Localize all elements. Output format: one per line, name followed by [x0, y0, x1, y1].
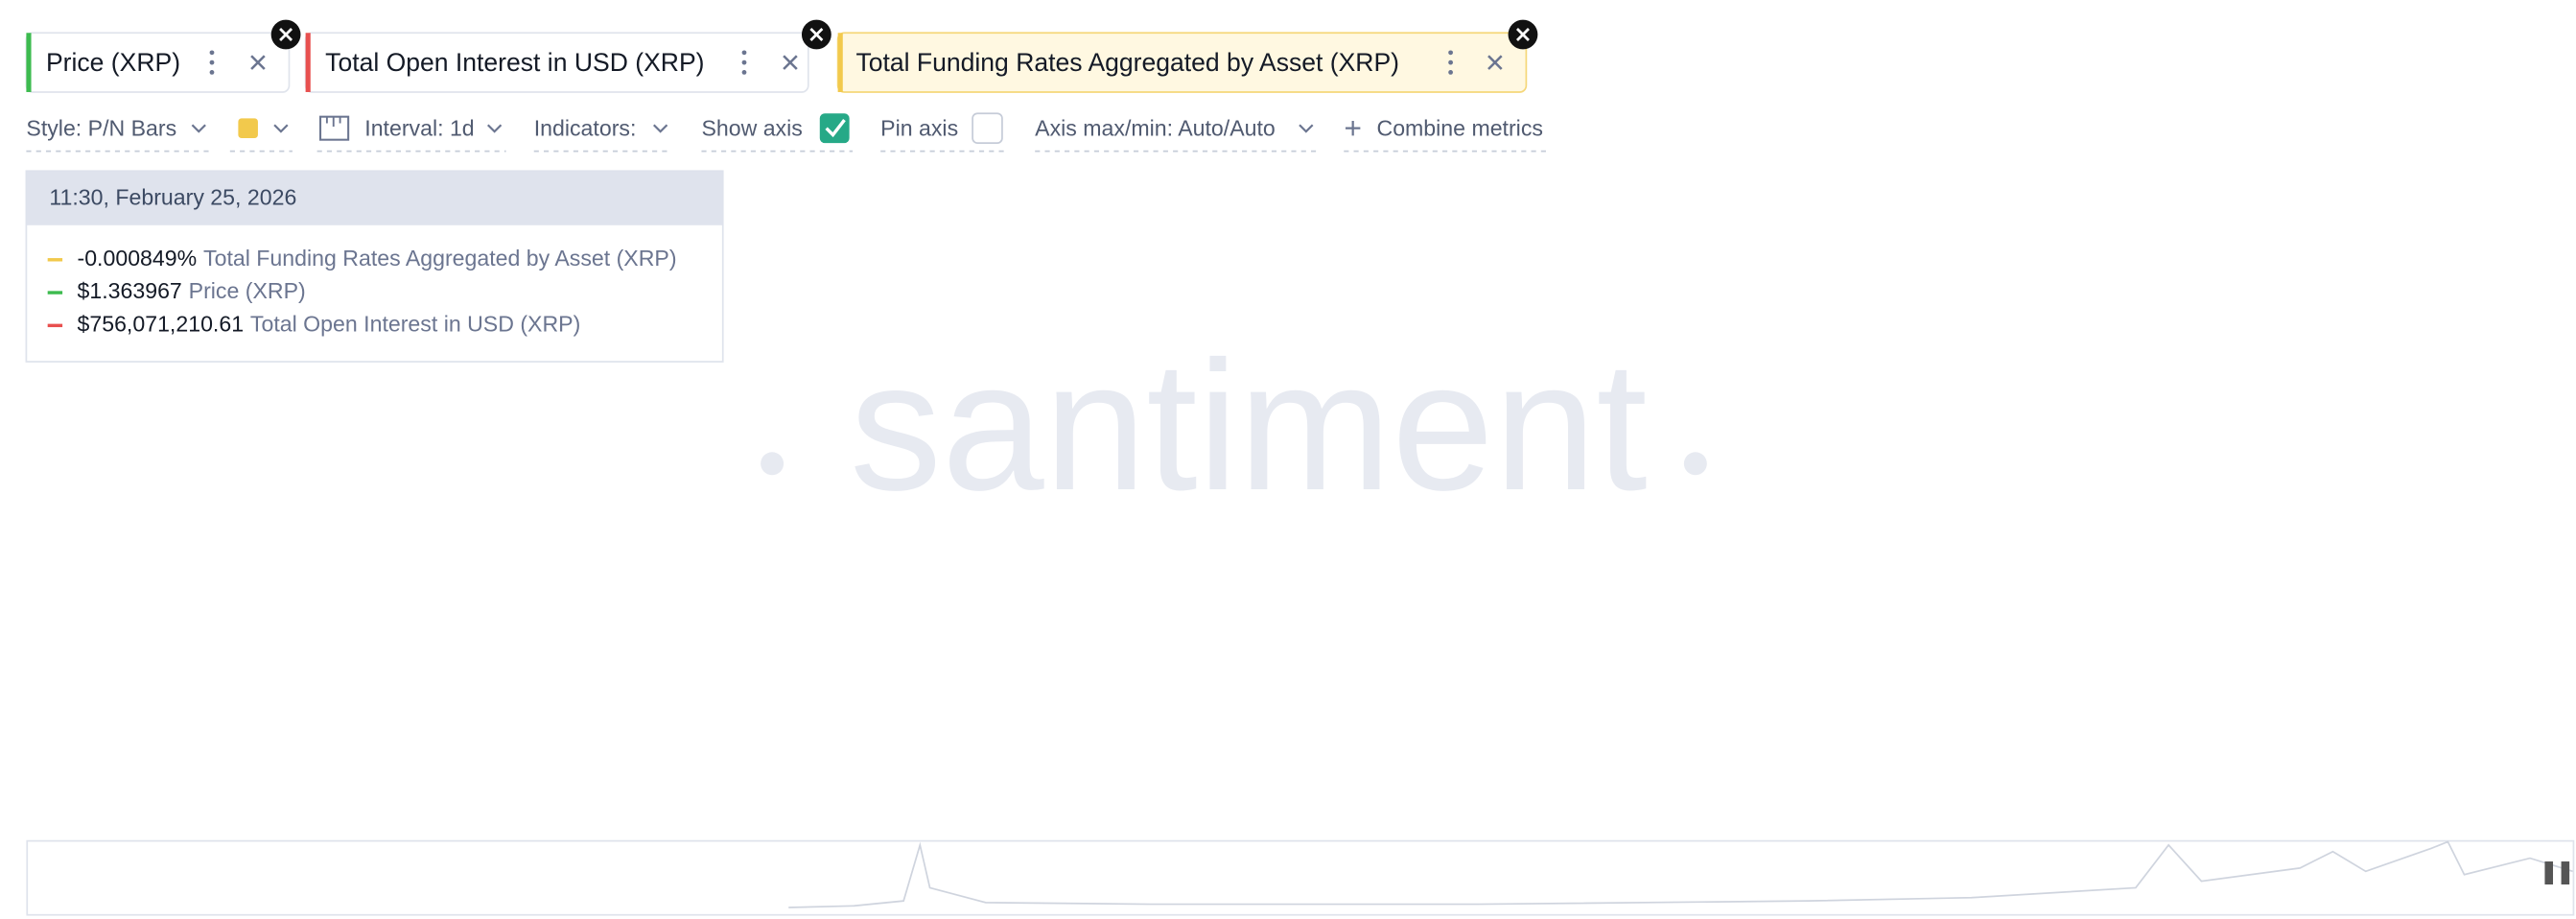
combine-metrics[interactable]: Combine metrics — [1377, 115, 1543, 140]
navigator-handle[interactable] — [2561, 861, 2570, 885]
pin-axis-checkbox[interactable] — [972, 112, 1003, 144]
tooltip: 11:30, February 25, 2026 -0.000849% Total… — [25, 170, 724, 363]
chevron — [1299, 124, 1314, 133]
check-icon — [825, 119, 846, 138]
tab-menu[interactable] — [209, 50, 215, 75]
tooltip-label: Total Funding Rates Aggregated by Asset … — [203, 246, 676, 271]
tab-close-icon — [1515, 28, 1530, 41]
tooltip-value: -0.000849% — [78, 246, 198, 271]
tab-remove[interactable] — [783, 55, 798, 70]
tooltip-label: Price (XRP) — [189, 278, 306, 303]
metric-tabs: Price (XRP) Total Open Interest in USD (… — [25, 19, 1538, 93]
navigator-line — [788, 840, 2573, 908]
tooltip-row: -0.000849% Total Funding Rates Aggregated… — [78, 246, 677, 271]
tab-remove[interactable] — [1487, 55, 1503, 70]
tab-color — [837, 33, 843, 92]
indicators-select[interactable]: Indicators: — [534, 115, 637, 140]
navigator[interactable] — [26, 839, 2575, 916]
tooltip-value: $1.363967 — [78, 278, 182, 303]
tooltip-value: $756,071,210.61 — [78, 311, 245, 336]
tooltip-label: Total Open Interest in USD (XRP) — [250, 311, 580, 336]
chevron — [191, 124, 206, 133]
tab-menu[interactable] — [1448, 50, 1453, 75]
pin-axis-label[interactable]: Pin axis — [880, 115, 958, 140]
tooltip-row: $1.363967 Price (XRP) — [78, 278, 306, 303]
tab-label[interactable]: Total Open Interest in USD (XRP) — [325, 48, 704, 77]
tab-close-icon — [809, 28, 824, 41]
tab-label[interactable]: Total Funding Rates Aggregated by Asset … — [855, 48, 1399, 77]
tab-menu[interactable] — [741, 50, 747, 75]
chevron — [652, 124, 668, 133]
tab-color — [26, 33, 32, 92]
tooltip-time: 11:30, February 25, 2026 — [49, 184, 296, 209]
watermark-dot — [1683, 452, 1707, 476]
show-axis-label[interactable]: Show axis — [701, 115, 802, 140]
navigator-frame[interactable] — [26, 839, 2575, 916]
tooltip-header — [26, 171, 723, 225]
toolbar: Style: P/N Bars Interval: 1d Indicators:… — [26, 112, 1550, 153]
tab-close-icon — [279, 28, 293, 41]
interval-select[interactable]: Interval: 1d — [364, 115, 474, 140]
color-picker[interactable] — [238, 118, 258, 138]
show-axis-checkbox[interactable] — [819, 113, 850, 144]
plus-icon — [1345, 120, 1361, 136]
interval-icon-ticks — [325, 116, 341, 127]
style-select[interactable]: Style: P/N Bars — [26, 115, 176, 140]
tab-remove[interactable] — [250, 55, 266, 70]
tooltip-row: $756,071,210.61 Total Open Interest in US… — [78, 311, 581, 336]
chevron — [273, 124, 289, 133]
watermark-dot — [761, 452, 785, 476]
navigator-handle[interactable] — [2544, 861, 2554, 885]
tab-color — [305, 33, 311, 92]
watermark: santiment — [761, 322, 1707, 529]
tab-label[interactable]: Price (XRP) — [46, 48, 180, 77]
axis-minmax-select[interactable]: Axis max/min: Auto/Auto — [1035, 115, 1276, 140]
watermark-text: santiment — [850, 322, 1648, 529]
chevron — [486, 124, 503, 133]
